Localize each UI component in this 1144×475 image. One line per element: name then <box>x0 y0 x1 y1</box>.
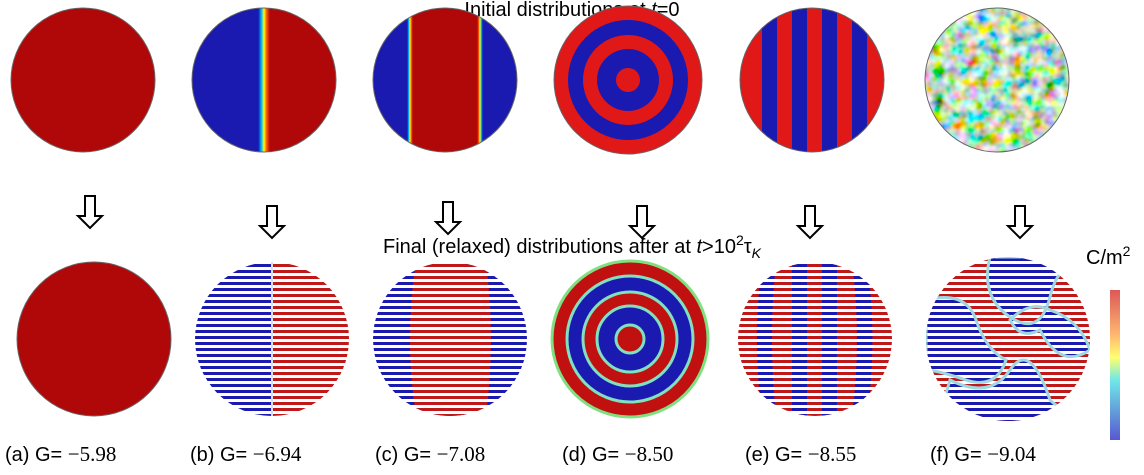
unit-exp: 2 <box>1123 243 1131 259</box>
svg-text:(c) G= −7.08: (c) G= −7.08 <box>375 442 485 466</box>
distribution-e <box>740 6 890 156</box>
result-b <box>195 262 352 416</box>
svg-text:(a) G= −5.98: (a) G= −5.98 <box>5 442 116 466</box>
result-a <box>17 262 171 416</box>
result-c <box>373 262 527 416</box>
unit-text: C/m <box>1086 247 1123 269</box>
figure: Initial distributions at t=0 Final (rela… <box>0 0 1144 475</box>
svg-text:(b) G= −6.94: (b) G= −6.94 <box>190 442 302 466</box>
panel-label: (a) G= <box>5 444 68 466</box>
panel-labels: (a) G= −5.98 (b) G= −6.94 (c) G= −7.08 (… <box>5 442 1036 466</box>
result-e <box>738 262 892 416</box>
middle-text: >10 <box>702 236 736 258</box>
middle-sub: K <box>752 245 762 261</box>
result-d <box>552 261 708 417</box>
panel-label: (c) G= <box>375 444 437 466</box>
result-f <box>926 257 1090 460</box>
distribution-f <box>925 8 1069 152</box>
distribution-c <box>370 4 520 156</box>
panel-label: (b) G= <box>190 444 253 466</box>
panel-value: −8.55 <box>808 442 857 466</box>
svg-text:(e) G= −8.55: (e) G= −8.55 <box>745 442 856 466</box>
panel-label: (d) G= <box>562 444 625 466</box>
panel-label: (e) G= <box>745 444 808 466</box>
panel-value: −9.04 <box>987 442 1036 466</box>
panel-label: (f) G= <box>930 444 987 466</box>
distribution-a <box>11 8 155 152</box>
middle-text: Final (relaxed) distributions after at <box>383 236 696 258</box>
panel-value: −5.98 <box>68 442 117 466</box>
distribution-d <box>554 6 702 154</box>
bottom-row <box>17 257 1090 460</box>
middle-title: Final (relaxed) distributions after at t… <box>383 232 762 261</box>
colorbar <box>1110 290 1120 440</box>
middle-tau: τ <box>744 236 752 258</box>
svg-text:(f) G= −9.04: (f) G= −9.04 <box>930 442 1036 466</box>
middle-exp: 2 <box>736 232 744 248</box>
panel-value: −8.50 <box>625 442 674 466</box>
svg-text:(d) G= −8.50: (d) G= −8.50 <box>562 442 673 466</box>
colorbar-unit: C/m2 <box>1086 243 1131 269</box>
top-row <box>11 4 1069 156</box>
panel-value: −7.08 <box>437 442 486 466</box>
arrows <box>78 196 1032 238</box>
panel-value: −6.94 <box>253 442 302 466</box>
